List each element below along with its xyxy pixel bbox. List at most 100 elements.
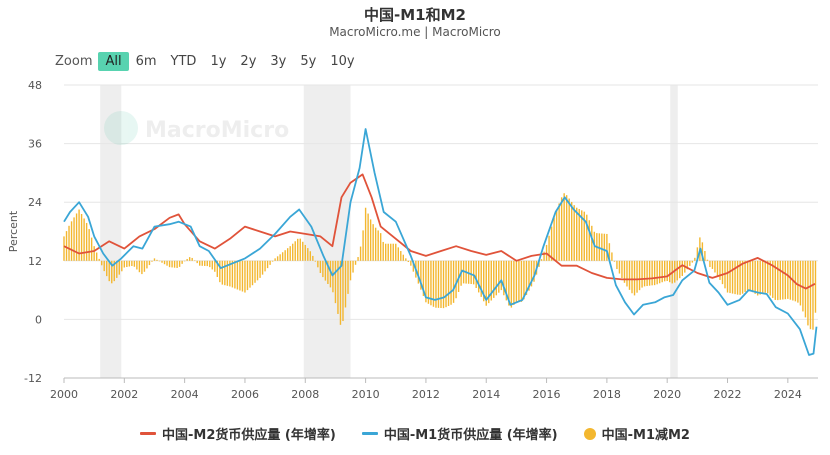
diff-bar: [533, 260, 535, 282]
diff-bar: [68, 225, 70, 261]
diff-bar: [669, 260, 671, 283]
diff-bar: [638, 260, 641, 291]
diff-bar: [719, 260, 721, 280]
y-tick-label: 36: [28, 138, 42, 151]
diff-bar: [759, 260, 761, 295]
diff-bar: [186, 258, 188, 261]
diff-bar: [249, 260, 251, 288]
legend: 中国-M2货币供应量 (年增率) 中国-M1货币供应量 (年增率) 中国-M1减…: [0, 424, 830, 443]
diff-bar: [395, 243, 397, 261]
diff-bar: [606, 233, 608, 261]
diff-bar: [772, 260, 774, 298]
zoom-all-button[interactable]: All: [98, 52, 129, 71]
diff-bar: [188, 257, 191, 261]
diff-bar: [307, 248, 309, 261]
zoom-2y-button[interactable]: 2y: [240, 54, 257, 69]
diff-bar: [570, 201, 573, 261]
diff-bar: [565, 195, 568, 261]
legend-item-diff[interactable]: 中国-M1减M2: [583, 424, 690, 443]
diff-bar: [483, 260, 485, 302]
diff-bar: [641, 260, 643, 288]
diff-bar: [103, 260, 105, 272]
diff-bar: [653, 260, 656, 286]
diff-bar: [490, 260, 492, 301]
diff-bar: [666, 260, 668, 281]
diff-bar: [540, 259, 543, 261]
x-tick-label: 2008: [291, 388, 319, 401]
diff-bar: [349, 260, 352, 281]
chart-area[interactable]: 48 36 24 12 0 -12 Percent MacroMicro 2000 2002 200…: [0, 0, 830, 420]
legend-item-m2[interactable]: 中国-M2货币供应量 (年增率): [140, 424, 336, 443]
recession-band-0: [100, 85, 122, 378]
diff-bar: [244, 260, 246, 293]
diff-bar: [498, 260, 500, 293]
x-tick-label: 2022: [714, 388, 742, 401]
diff-bar: [95, 252, 98, 261]
diff-bar: [475, 260, 477, 288]
diff-bar: [500, 260, 503, 291]
diff-bar: [435, 260, 437, 308]
diff-bar: [729, 260, 731, 294]
diff-bar: [382, 241, 384, 261]
diff-bar: [628, 260, 631, 290]
diff-bar: [196, 260, 198, 264]
diff-bar: [146, 260, 148, 269]
diff-bar: [503, 260, 505, 296]
diff-bar: [390, 243, 392, 261]
diff-bar: [513, 260, 515, 305]
diff-bar: [442, 260, 445, 309]
zoom-1y-button[interactable]: 1y: [210, 54, 227, 69]
diff-bar: [369, 219, 372, 261]
diff-bar: [354, 260, 357, 265]
diff-bar: [643, 260, 646, 287]
diff-bar: [347, 260, 349, 294]
diff-bar: [246, 260, 249, 291]
diff-bar: [362, 230, 364, 261]
diff-bar: [711, 260, 714, 269]
recession-band-1: [303, 85, 351, 378]
diff-bar: [550, 226, 553, 261]
diff-bar: [226, 260, 229, 286]
diff-bar: [385, 243, 387, 261]
zoom-ytd-button[interactable]: YTD: [170, 54, 197, 69]
diff-bar: [136, 260, 138, 270]
diff-bar: [686, 260, 689, 270]
diff-bar: [204, 260, 206, 266]
diff-bar: [709, 260, 711, 268]
diff-bar: [470, 260, 472, 284]
diff-bar: [618, 260, 621, 274]
diff-bar: [495, 260, 497, 296]
zoom-6m-button[interactable]: 6m: [135, 54, 157, 69]
diff-bar: [427, 260, 430, 304]
diff-bar: [774, 260, 776, 300]
diff-bar: [518, 260, 520, 303]
zoom-5y-button[interactable]: 5y: [300, 54, 317, 69]
diff-bar: [472, 260, 475, 285]
diff-bar: [256, 260, 259, 281]
diff-bar: [681, 260, 683, 276]
diff-bar: [379, 233, 382, 261]
diff-bar: [417, 260, 420, 284]
diff-bar: [623, 260, 626, 283]
diff-bar: [176, 260, 178, 268]
diff-bar: [359, 246, 362, 261]
diff-bar: [98, 258, 100, 261]
diff-bar: [701, 242, 704, 261]
diff-bar: [656, 260, 658, 285]
diff-bar: [450, 260, 452, 305]
watermark-text: MacroMicro: [145, 118, 289, 143]
diff-bar: [631, 260, 633, 294]
diff-bar: [78, 209, 80, 261]
diff-bar: [616, 260, 618, 270]
legend-item-m1[interactable]: 中国-M1货币供应量 (年增率): [361, 424, 558, 443]
diff-bar: [432, 260, 435, 307]
diff-bar: [613, 260, 616, 262]
zoom-10y-button[interactable]: 10y: [330, 54, 355, 69]
y-tick-label: -12: [24, 372, 42, 385]
diff-bar: [751, 260, 754, 293]
diff-bar: [166, 260, 168, 266]
diff-bar: [138, 260, 141, 273]
diff-bar: [334, 260, 337, 304]
diff-bar: [538, 260, 540, 267]
zoom-3y-button[interactable]: 3y: [270, 54, 287, 69]
